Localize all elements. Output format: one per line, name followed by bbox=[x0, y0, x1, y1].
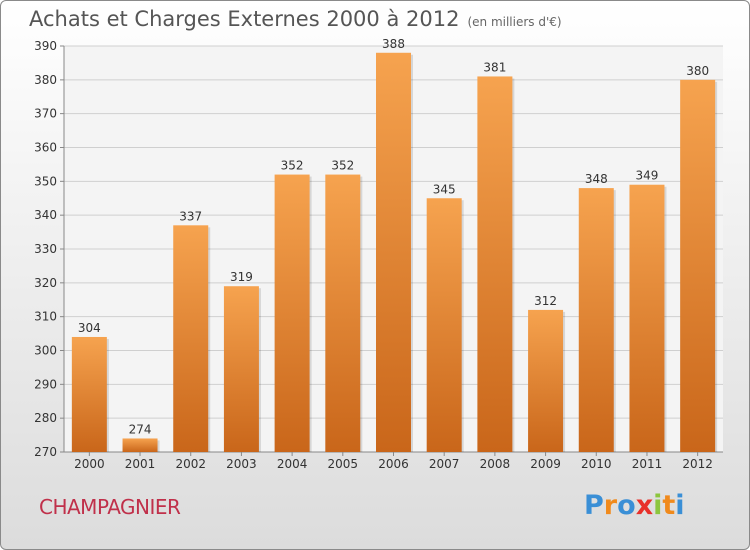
x-tick-label: 2011 bbox=[632, 457, 663, 471]
data-label: 348 bbox=[585, 172, 608, 186]
bar-2008 bbox=[477, 76, 513, 452]
data-label: 312 bbox=[534, 294, 557, 308]
data-label: 304 bbox=[78, 321, 101, 335]
data-label: 345 bbox=[433, 182, 456, 196]
y-tick-label: 270 bbox=[34, 445, 57, 459]
logo-letter: P bbox=[584, 490, 604, 521]
bar-2001 bbox=[122, 438, 158, 452]
x-tick-label: 2004 bbox=[277, 457, 308, 471]
bar-2005 bbox=[325, 174, 361, 453]
x-tick-label: 2008 bbox=[480, 457, 511, 471]
data-label: 319 bbox=[230, 270, 253, 284]
data-label: 349 bbox=[636, 169, 659, 183]
data-label: 337 bbox=[179, 209, 202, 223]
y-tick-label: 360 bbox=[34, 141, 57, 155]
data-label: 352 bbox=[281, 159, 304, 173]
logo-letter: x bbox=[635, 490, 654, 521]
x-tick-label: 2003 bbox=[226, 457, 257, 471]
data-label: 380 bbox=[686, 64, 709, 78]
y-tick-label: 300 bbox=[34, 344, 57, 358]
x-tick-label: 2001 bbox=[125, 457, 156, 471]
data-label: 381 bbox=[483, 60, 506, 74]
commune-name: CHAMPAGNIER bbox=[39, 495, 181, 519]
data-label: 352 bbox=[331, 159, 354, 173]
logo-letter: r bbox=[603, 490, 618, 521]
bar-2006 bbox=[376, 52, 411, 453]
x-tick-label: 2010 bbox=[581, 457, 612, 471]
y-tick-label: 330 bbox=[34, 242, 57, 256]
bar-2012 bbox=[680, 79, 716, 452]
x-tick-label: 2006 bbox=[378, 457, 409, 471]
bar-2004 bbox=[274, 174, 310, 453]
y-tick-label: 380 bbox=[34, 73, 57, 87]
data-label: 274 bbox=[129, 422, 152, 436]
y-tick-label: 310 bbox=[34, 310, 57, 324]
logo-letter: i bbox=[653, 490, 663, 521]
y-tick-label: 350 bbox=[34, 174, 57, 188]
y-tick-label: 340 bbox=[34, 208, 57, 222]
chart-subtitle: (en milliers d'€) bbox=[467, 15, 562, 29]
bar-2010 bbox=[578, 188, 614, 452]
x-tick-label: 2012 bbox=[682, 457, 713, 471]
logo-letter: i bbox=[675, 490, 685, 521]
proxiti-logo: Proxiti bbox=[584, 490, 685, 521]
x-tick-label: 2007 bbox=[429, 457, 460, 471]
y-tick-label: 370 bbox=[34, 107, 57, 121]
chart-title: Achats et Charges Externes 2000 à 2012 (e… bbox=[29, 7, 562, 31]
bar-2000 bbox=[71, 336, 107, 452]
y-tick-label: 390 bbox=[34, 39, 57, 53]
bar-2003 bbox=[223, 286, 259, 452]
x-tick-label: 2005 bbox=[328, 457, 359, 471]
x-tick-label: 2009 bbox=[530, 457, 561, 471]
bar-2002 bbox=[173, 225, 209, 452]
bar-2011 bbox=[629, 184, 665, 452]
x-tick-label: 2002 bbox=[175, 457, 206, 471]
logo-letter: o bbox=[617, 490, 636, 521]
y-tick-label: 320 bbox=[34, 276, 57, 290]
y-tick-label: 290 bbox=[34, 377, 57, 391]
data-label: 388 bbox=[382, 37, 405, 51]
bar-2007 bbox=[426, 198, 462, 452]
y-tick-label: 280 bbox=[34, 411, 57, 425]
chart-title-text: Achats et Charges Externes 2000 à 2012 bbox=[29, 7, 460, 31]
logo-letter: t bbox=[662, 490, 676, 521]
bar-2009 bbox=[528, 309, 564, 452]
x-tick-label: 2000 bbox=[74, 457, 105, 471]
